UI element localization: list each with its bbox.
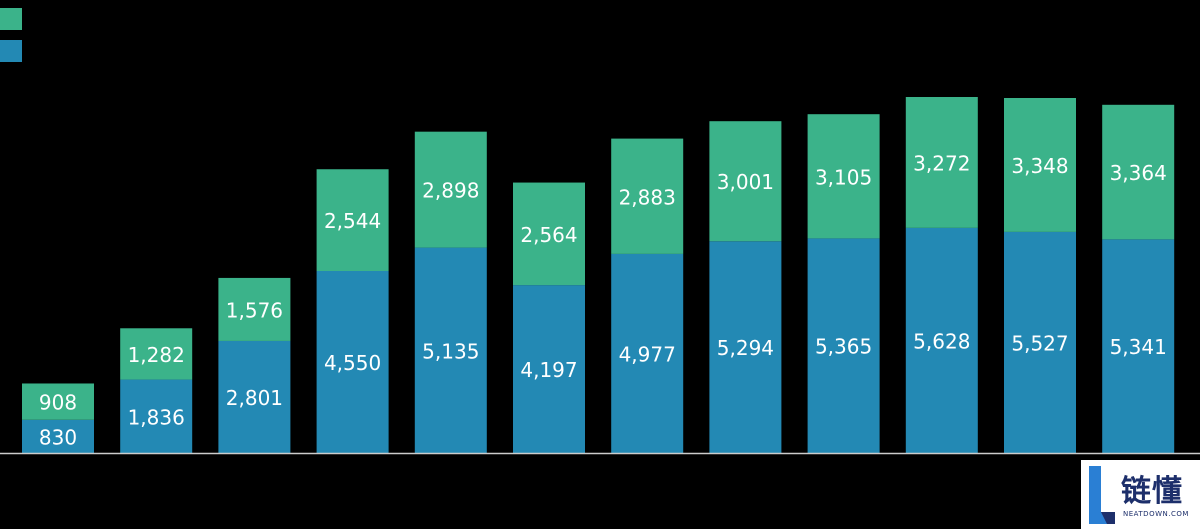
bar-segment [807,114,880,239]
bar-segment [611,253,684,453]
data-label: 3,001 [717,170,774,194]
data-label: 4,197 [520,358,577,382]
bar-segment [1102,104,1175,240]
data-label: 1,836 [128,405,185,429]
data-label: 5,341 [1110,335,1167,359]
bar-segment [414,247,487,453]
watermark-name-cn: 链懂 [1121,474,1183,509]
bar-segment [22,419,94,453]
bar-segment [807,238,880,453]
bar-segment [905,97,978,228]
data-label: 2,801 [226,386,283,410]
data-label: 1,282 [128,343,185,367]
bar-segment [1004,98,1076,232]
data-label: 5,365 [815,335,872,359]
bar-segment [414,131,487,248]
data-label: 5,628 [913,329,970,353]
watermark-logo: 链懂 NEATDOWN.COM [1081,460,1200,529]
data-label: 5,527 [1011,331,1068,355]
bar-segment [513,285,585,453]
data-label: 4,977 [619,342,676,366]
bar-segment [1102,239,1175,453]
data-label: 1,576 [226,298,283,322]
data-label: 3,272 [913,151,970,175]
l-logo-icon [1089,466,1115,524]
data-label: 908 [39,391,77,415]
bar-segment [120,379,193,453]
bar-segment [120,328,193,380]
bar-segment [316,169,389,271]
bar-segment [316,271,389,453]
data-label: 4,550 [324,351,381,375]
data-label: 2,883 [619,185,676,209]
bar-segment [611,138,684,254]
legend-swatch [0,8,22,30]
data-label: 5,294 [717,336,774,360]
watermark-name-en: NEATDOWN.COM [1123,510,1189,518]
data-label: 830 [39,425,77,449]
data-label: 2,544 [324,209,381,233]
data-label: 2,564 [520,223,577,247]
data-label: 3,348 [1011,154,1068,178]
bar-segment [218,340,291,453]
data-label: 2,898 [422,179,479,203]
bar-segment [513,182,585,286]
bar-segment [905,227,978,453]
bar-segment [1004,231,1076,453]
bar-segment [709,121,782,242]
bar-segment [22,383,94,420]
bar-segment [218,277,291,341]
data-label: 3,105 [815,165,872,189]
legend-swatch [0,40,22,62]
data-label: 3,364 [1110,161,1167,185]
data-label: 5,135 [422,339,479,363]
bar-segment [709,241,782,453]
